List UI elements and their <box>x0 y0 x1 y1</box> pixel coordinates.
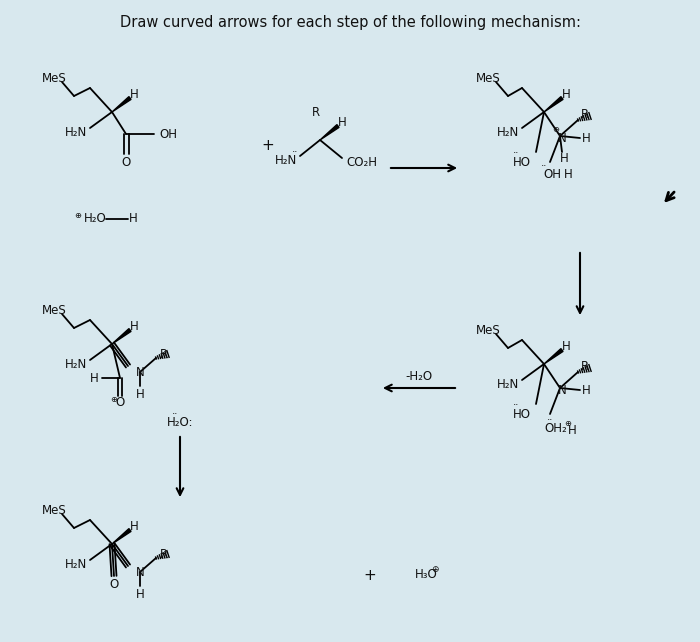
Text: N: N <box>558 383 566 397</box>
Text: N: N <box>558 132 566 144</box>
Text: H₂N: H₂N <box>65 125 87 139</box>
Text: MeS: MeS <box>476 324 500 336</box>
Text: O: O <box>109 578 118 591</box>
Text: R: R <box>160 349 168 361</box>
Text: H: H <box>136 587 144 600</box>
Text: H: H <box>559 152 568 164</box>
Text: ⊕: ⊕ <box>552 125 559 135</box>
Text: ¨: ¨ <box>293 151 297 161</box>
Text: H₂N: H₂N <box>65 557 87 571</box>
Text: H: H <box>582 132 590 144</box>
Text: Draw curved arrows for each step of the following mechanism:: Draw curved arrows for each step of the … <box>120 15 580 30</box>
Text: CO₂H: CO₂H <box>346 155 377 168</box>
Text: H: H <box>130 521 139 534</box>
Text: MeS: MeS <box>42 71 66 85</box>
Text: ¨: ¨ <box>547 419 553 429</box>
Polygon shape <box>544 96 563 112</box>
Text: N: N <box>136 566 144 578</box>
Text: ¨: ¨ <box>172 413 178 423</box>
Text: HO: HO <box>513 155 531 168</box>
Text: O: O <box>121 155 131 168</box>
Polygon shape <box>112 96 131 112</box>
Text: H: H <box>136 388 144 401</box>
Polygon shape <box>112 528 131 544</box>
Text: MeS: MeS <box>42 503 66 517</box>
Text: H: H <box>90 372 99 385</box>
Text: ⊕: ⊕ <box>431 566 439 575</box>
Text: N: N <box>136 365 144 379</box>
Text: H₂N: H₂N <box>497 125 519 139</box>
Text: +: + <box>363 568 377 582</box>
Text: HO: HO <box>513 408 531 421</box>
Text: MeS: MeS <box>42 304 66 317</box>
Text: H: H <box>129 213 137 225</box>
Polygon shape <box>544 349 563 364</box>
Text: -H₂O: -H₂O <box>405 370 433 383</box>
Text: R: R <box>160 548 168 562</box>
Text: ⊕: ⊕ <box>564 419 571 428</box>
Text: H: H <box>582 383 590 397</box>
Text: OH₂: OH₂ <box>545 422 568 435</box>
Text: H: H <box>561 340 570 354</box>
Text: H₃O: H₃O <box>415 569 438 582</box>
Text: R: R <box>312 105 320 119</box>
Text: ¨: ¨ <box>513 152 519 162</box>
Text: OH: OH <box>159 128 177 141</box>
Text: H: H <box>130 320 139 333</box>
Text: ¨: ¨ <box>541 165 547 175</box>
Text: R: R <box>581 360 589 372</box>
Text: OH: OH <box>543 168 561 180</box>
Text: MeS: MeS <box>476 71 500 85</box>
Text: H: H <box>568 424 576 437</box>
Text: ⊕: ⊕ <box>111 394 118 404</box>
Polygon shape <box>112 329 131 344</box>
Text: H: H <box>130 89 139 101</box>
Text: H₂N: H₂N <box>65 358 87 370</box>
Text: R: R <box>581 107 589 121</box>
Text: H₂O:: H₂O: <box>167 415 193 428</box>
Text: H₂O: H₂O <box>84 213 106 225</box>
Text: O: O <box>116 397 125 410</box>
Text: H₂N: H₂N <box>275 155 297 168</box>
Text: +: + <box>262 137 274 153</box>
Text: H: H <box>561 89 570 101</box>
Polygon shape <box>320 125 339 140</box>
Text: ¨: ¨ <box>513 404 519 414</box>
Text: H₂N: H₂N <box>497 377 519 390</box>
Text: ⊕: ⊕ <box>74 211 81 220</box>
Text: H: H <box>564 168 573 180</box>
Text: H: H <box>337 116 346 130</box>
